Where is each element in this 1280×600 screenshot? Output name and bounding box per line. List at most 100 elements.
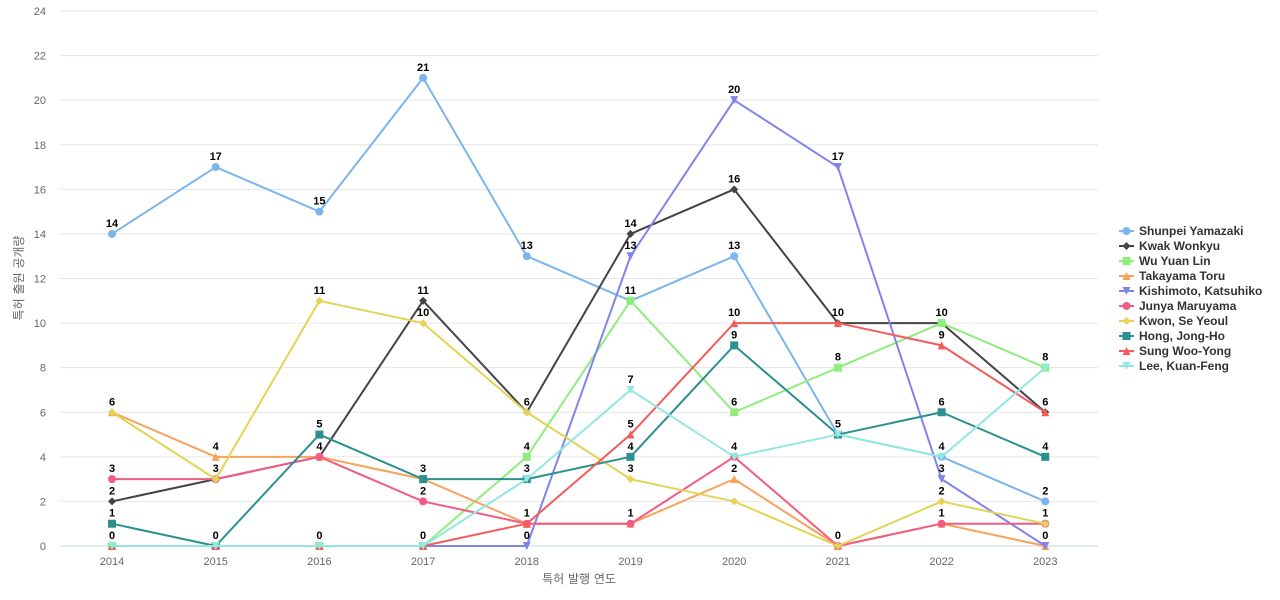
data-label: 0 (1042, 530, 1048, 542)
data-point (937, 408, 946, 417)
legend-marker (1122, 317, 1131, 325)
data-label: 9 (731, 329, 737, 341)
y-axis-title: 특허 출원 공개량 (12, 236, 26, 321)
legend-item[interactable]: Kwak Wonkyu (1119, 239, 1220, 253)
data-label: 15 (313, 196, 325, 208)
data-point (1041, 519, 1050, 528)
data-point (1041, 542, 1050, 550)
data-label: 10 (417, 307, 429, 319)
legend-marker (1122, 362, 1131, 370)
data-label: 4 (627, 441, 634, 453)
y-tick-label: 16 (34, 184, 46, 196)
x-tick-label: 2014 (100, 556, 124, 568)
legend-item[interactable]: Kwon, Se Yeoul (1119, 314, 1228, 328)
data-label: 2 (1042, 485, 1048, 497)
data-point (626, 229, 635, 238)
legend-item[interactable]: Kishimoto, Katsuhiko (1119, 284, 1262, 298)
data-point (626, 430, 635, 439)
data-point (1041, 363, 1050, 372)
x-tick-label: 2023 (1033, 556, 1057, 568)
x-tick-label: 2021 (826, 556, 850, 568)
legend-marker (1122, 227, 1131, 235)
data-point (419, 542, 428, 550)
legend-item[interactable]: Lee, Kuan-Feng (1119, 359, 1229, 373)
legend-marker (1122, 272, 1131, 280)
legend-item[interactable]: Sung Woo-Yong (1119, 344, 1231, 358)
legend-item[interactable]: Shunpei Yamazaki (1119, 224, 1244, 238)
legend-label: Kwak Wonkyu (1139, 239, 1220, 253)
data-point (1041, 497, 1050, 506)
series-line (111, 344, 1047, 547)
data-point (1041, 452, 1050, 461)
legend-item[interactable]: Wu Yuan Lin (1119, 254, 1211, 268)
data-label: 5 (627, 419, 633, 431)
data-point (315, 542, 324, 550)
data-label: 0 (109, 530, 115, 542)
data-point (626, 519, 635, 528)
data-point (522, 542, 531, 550)
data-point (211, 475, 220, 484)
data-label: 1 (109, 508, 115, 520)
data-point (211, 542, 220, 550)
x-tick-label: 2015 (203, 556, 227, 568)
data-label: 8 (1042, 352, 1048, 364)
data-label: 17 (210, 151, 222, 163)
legend-label: Takayama Toru (1139, 269, 1225, 283)
legend-item[interactable]: Takayama Toru (1119, 269, 1225, 283)
data-label: 10 (728, 307, 740, 319)
data-point (108, 229, 116, 238)
data-label: 1 (939, 508, 945, 520)
data-point (315, 207, 324, 216)
legend-item[interactable]: Junya Maruyama (1119, 299, 1237, 313)
data-point (522, 475, 531, 484)
data-label: 2 (939, 485, 945, 497)
data-label: 10 (935, 307, 947, 319)
data-label: 10 (832, 307, 844, 319)
data-point (626, 252, 635, 261)
data-label: 6 (939, 396, 945, 408)
data-point (522, 408, 531, 417)
data-label: 0 (213, 530, 219, 542)
data-label: 2 (731, 463, 737, 475)
y-tick-label: 20 (34, 95, 46, 107)
data-label: 3 (939, 463, 945, 475)
y-tick-label: 6 (40, 407, 46, 419)
data-label: 5 (835, 419, 841, 431)
data-point (419, 475, 428, 484)
series-line (111, 299, 1047, 547)
legend-item[interactable]: Hong, Jong-Ho (1119, 329, 1225, 343)
x-tick-label: 2019 (618, 556, 642, 568)
y-tick-label: 2 (40, 496, 46, 508)
series-junya-maruyama (108, 452, 1050, 550)
data-point (833, 163, 842, 172)
data-point (108, 408, 116, 417)
y-tick-label: 4 (40, 452, 46, 464)
data-label: 0 (316, 530, 322, 542)
legend-label: Kishimoto, Katsuhiko (1139, 284, 1262, 298)
data-label: 4 (1042, 441, 1049, 453)
data-label: 14 (624, 218, 637, 230)
legend-label: Hong, Jong-Ho (1139, 329, 1225, 343)
series-line (111, 76, 1047, 503)
data-point (730, 319, 739, 328)
legend-marker (1122, 302, 1131, 310)
legend-marker (1122, 242, 1131, 250)
data-label: 4 (213, 441, 220, 453)
data-label: 17 (832, 151, 844, 163)
y-tick-label: 0 (40, 541, 46, 553)
legend-label: Kwon, Se Yeoul (1139, 314, 1228, 328)
x-tick-label: 2022 (929, 556, 953, 568)
data-point (522, 452, 531, 461)
series-line (111, 455, 1047, 547)
data-label: 6 (109, 396, 115, 408)
data-point (315, 430, 324, 439)
data-point (833, 363, 842, 372)
data-point (833, 319, 842, 328)
data-point (419, 497, 428, 506)
legend-marker (1122, 332, 1131, 340)
data-point (626, 385, 635, 394)
data-label: 5 (316, 419, 322, 431)
y-tick-label: 12 (34, 274, 46, 286)
